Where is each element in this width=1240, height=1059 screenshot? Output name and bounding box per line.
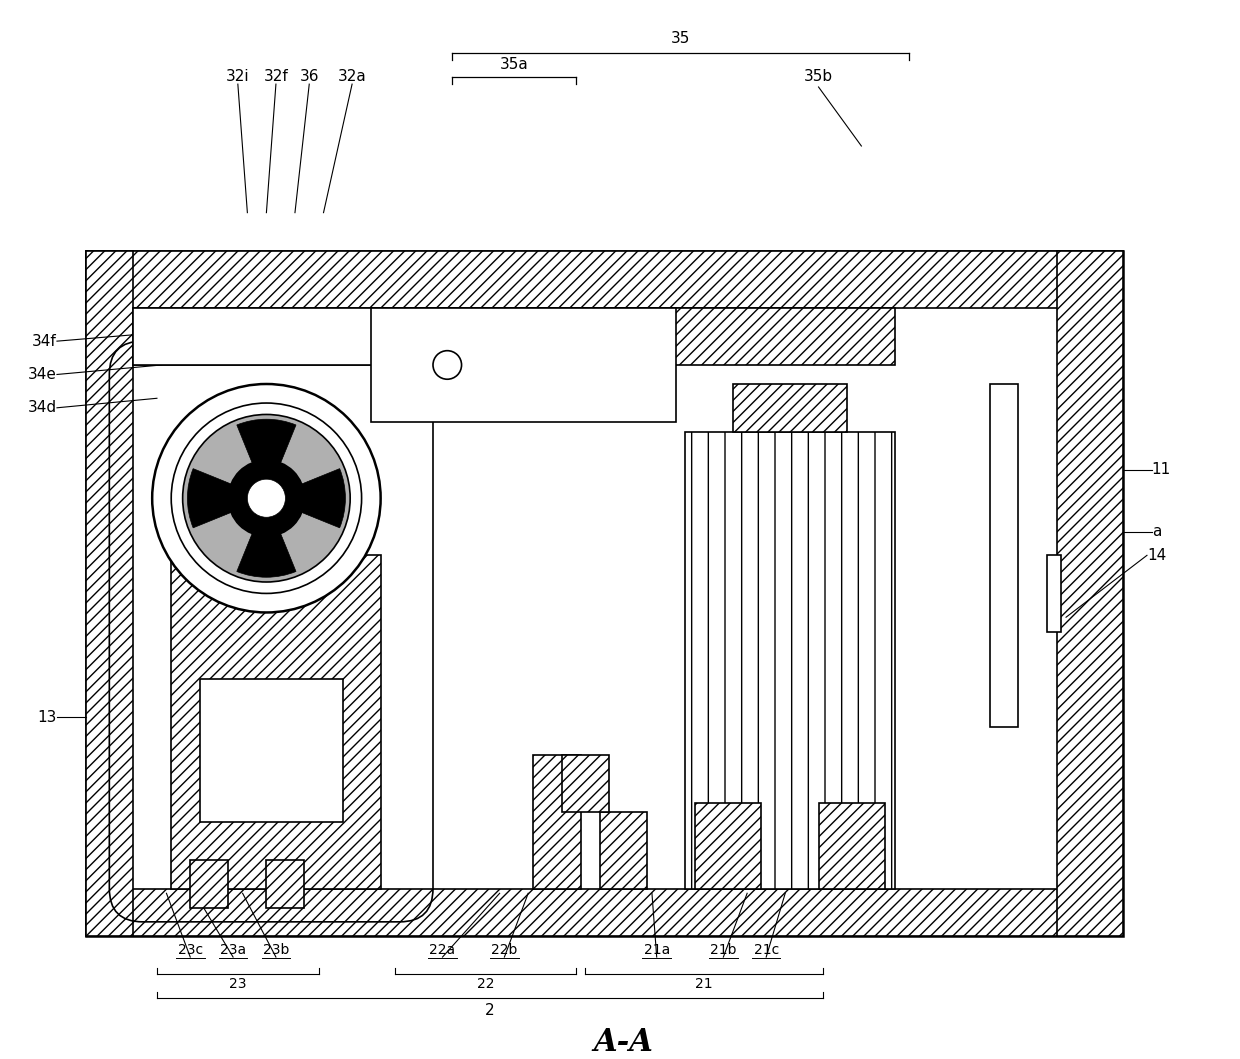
Bar <box>86 251 133 936</box>
Wedge shape <box>267 469 346 527</box>
Text: 36: 36 <box>300 69 319 84</box>
Bar <box>686 432 895 889</box>
Bar <box>600 812 647 889</box>
Wedge shape <box>267 498 339 571</box>
Bar <box>200 679 342 822</box>
Wedge shape <box>237 498 296 577</box>
Text: 22a: 22a <box>429 944 455 957</box>
Bar <box>171 555 381 889</box>
Bar <box>990 384 1018 726</box>
Bar <box>694 803 761 889</box>
Bar <box>542 308 895 365</box>
Bar <box>1047 555 1061 631</box>
Circle shape <box>433 351 461 379</box>
Text: 21a: 21a <box>644 944 670 957</box>
Text: 35b: 35b <box>804 69 833 84</box>
Text: 13: 13 <box>37 710 57 724</box>
Text: 21b: 21b <box>711 944 737 957</box>
Text: 32f: 32f <box>264 69 289 84</box>
Text: 35: 35 <box>671 31 691 46</box>
Text: 34f: 34f <box>32 334 57 348</box>
Text: 23a: 23a <box>219 944 247 957</box>
Bar <box>818 803 885 889</box>
Text: 34d: 34d <box>27 400 57 415</box>
Circle shape <box>143 375 391 622</box>
Text: 22: 22 <box>476 977 494 991</box>
Bar <box>133 308 542 365</box>
Text: 34e: 34e <box>29 367 57 382</box>
Bar <box>190 860 228 908</box>
Text: 21c: 21c <box>754 944 779 957</box>
Text: 2: 2 <box>485 1003 495 1018</box>
Bar <box>86 251 1123 308</box>
Text: 23c: 23c <box>177 944 203 957</box>
Circle shape <box>153 384 381 612</box>
Circle shape <box>247 479 285 517</box>
Text: a: a <box>1152 524 1161 539</box>
Bar <box>562 755 609 812</box>
Bar <box>533 755 580 889</box>
Text: 32i: 32i <box>226 69 249 84</box>
Text: 21: 21 <box>696 977 713 991</box>
Bar <box>371 308 676 423</box>
Wedge shape <box>187 469 267 527</box>
Text: 22b: 22b <box>491 944 517 957</box>
Circle shape <box>228 461 305 536</box>
Wedge shape <box>237 419 296 498</box>
Circle shape <box>171 403 362 593</box>
Bar <box>1056 251 1123 936</box>
Text: 23: 23 <box>229 977 247 991</box>
Text: 32a: 32a <box>337 69 367 84</box>
Text: 35a: 35a <box>500 57 528 72</box>
Bar <box>86 889 1123 936</box>
Text: 11: 11 <box>1152 462 1171 478</box>
Bar <box>267 860 305 908</box>
Wedge shape <box>193 426 267 498</box>
Wedge shape <box>267 426 339 498</box>
Circle shape <box>182 414 350 582</box>
Bar <box>86 251 1123 936</box>
Text: 14: 14 <box>1147 548 1166 562</box>
Bar <box>733 384 847 432</box>
Bar <box>218 574 314 631</box>
Text: A-A: A-A <box>594 1026 653 1058</box>
Wedge shape <box>193 498 267 571</box>
Text: 23b: 23b <box>263 944 289 957</box>
